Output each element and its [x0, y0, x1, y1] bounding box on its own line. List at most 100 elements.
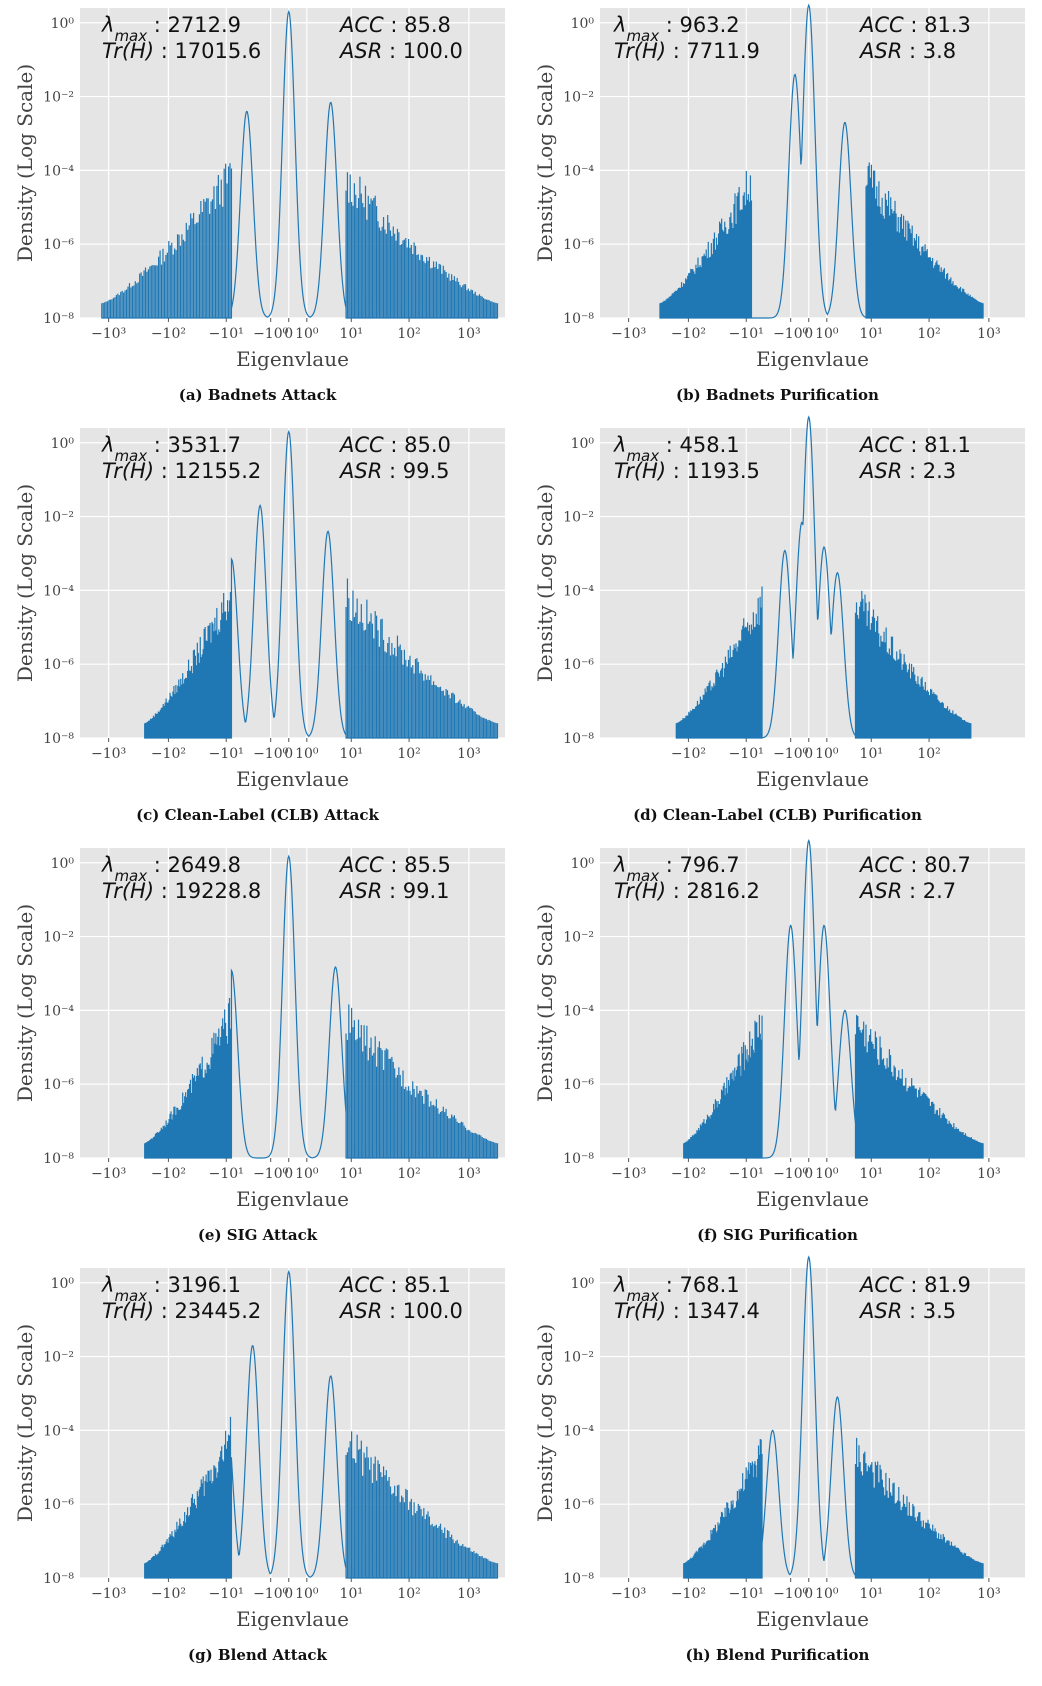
asr-annotation: ASR : 2.7 [858, 879, 956, 903]
lambda-max-annotation: λmax : 2649.8 [101, 853, 241, 885]
y-tick-label: 10⁻² [563, 510, 594, 526]
x-tick-label: 0 [804, 746, 813, 762]
x-tick-label: −10² [151, 746, 186, 762]
x-axis-label: Eigenvlaue [236, 1607, 349, 1631]
y-tick-label: 10⁻⁶ [563, 657, 594, 673]
y-tick-label: 10⁻⁶ [563, 1497, 594, 1513]
x-tick-label: −10³ [91, 326, 126, 342]
x-tick-label: −10⁰ [773, 746, 809, 762]
trace-annotation: Tr(H) : 23445.2 [102, 1299, 261, 1323]
y-tick-label: 10⁻⁸ [563, 311, 594, 327]
x-tick-label: −10³ [91, 1586, 126, 1602]
x-axis-label: Eigenvlaue [236, 1187, 349, 1211]
x-tick-label: 0 [284, 326, 293, 342]
x-axis-label: Eigenvlaue [236, 347, 349, 371]
density-line [659, 3, 984, 319]
x-tick-label: −10⁰ [773, 1586, 809, 1602]
lambda-max-annotation: λmax : 3196.1 [101, 1273, 241, 1305]
chart-panel-h: 10⁻⁸ 10⁻⁶ 10⁻⁴ 10⁻² 10⁰ −10³ −10² −10¹ −10⁰ 0 10⁰ 1… [520, 1255, 1035, 1680]
y-tick-label: 10⁻⁸ [43, 1151, 74, 1167]
panel-caption: (h) Blend Purification [685, 1646, 870, 1664]
x-tick-label: −10¹ [729, 326, 764, 342]
x-tick-label: 10² [917, 746, 940, 762]
acc-annotation: ACC : 80.7 [858, 853, 971, 877]
y-tick-label: 10⁻⁶ [563, 237, 594, 253]
x-tick-label: 10² [397, 326, 420, 342]
density-line [144, 429, 499, 739]
density-line [683, 838, 984, 1159]
x-tick-label: −10² [151, 1166, 186, 1182]
y-axis-label: Density (Log Scale) [533, 904, 557, 1102]
x-tick-label: 0 [284, 1166, 293, 1182]
x-tick-label: 10⁰ [295, 746, 319, 762]
x-tick-label: 10² [397, 746, 420, 762]
y-axis-label: Density (Log Scale) [533, 1324, 557, 1522]
x-axis-label: Eigenvlaue [756, 1607, 869, 1631]
y-tick-label: 10⁻⁸ [43, 731, 74, 747]
x-tick-label: −10¹ [209, 326, 244, 342]
y-tick-label: 10⁻⁴ [563, 163, 594, 179]
y-tick-label: 10⁻⁴ [563, 1423, 594, 1439]
chart-panel-c: 10⁻⁸ 10⁻⁶ 10⁻⁴ 10⁻² 10⁰ −10³ −10² −10¹ −10⁰ 0 10⁰ 1… [0, 420, 515, 840]
asr-annotation: ASR : 2.3 [858, 459, 956, 483]
asr-annotation: ASR : 3.5 [858, 1299, 956, 1323]
y-axis-label: Density (Log Scale) [533, 484, 557, 682]
x-tick-label: 10³ [457, 1166, 480, 1182]
x-tick-label: −10² [671, 326, 706, 342]
x-axis-label: Eigenvlaue [756, 767, 869, 791]
y-tick-label: 10⁻⁴ [43, 1423, 74, 1439]
y-tick-label: 10⁻⁶ [43, 657, 74, 673]
y-tick-label: 10⁻⁴ [563, 1003, 594, 1019]
x-tick-label: −10³ [91, 1166, 126, 1182]
x-tick-label: −10⁰ [773, 1166, 809, 1182]
x-tick-label: −10⁰ [253, 326, 289, 342]
y-tick-label: 10⁰ [571, 16, 595, 32]
x-tick-label: 0 [284, 1586, 293, 1602]
y-axis-label: Density (Log Scale) [13, 904, 37, 1102]
y-tick-label: 10⁻⁸ [43, 1571, 74, 1587]
trace-annotation: Tr(H) : 2816.2 [614, 879, 760, 903]
asr-annotation: ASR : 99.5 [338, 459, 449, 483]
x-tick-label: 10³ [457, 1586, 480, 1602]
x-tick-label: 0 [804, 1166, 813, 1182]
acc-annotation: ACC : 85.5 [338, 853, 451, 877]
acc-annotation: ACC : 85.1 [338, 1273, 451, 1297]
y-tick-label: 10⁻⁶ [43, 237, 74, 253]
acc-annotation: ACC : 81.9 [858, 1273, 971, 1297]
x-tick-label: −10³ [611, 326, 646, 342]
x-tick-label: 10¹ [860, 1586, 883, 1602]
x-tick-label: −10² [671, 1166, 706, 1182]
lambda-max-annotation: λmax : 963.2 [613, 13, 740, 45]
x-tick-label: 10¹ [340, 1586, 363, 1602]
x-tick-label: 10¹ [340, 1166, 363, 1182]
y-axis-label: Density (Log Scale) [13, 64, 37, 262]
x-tick-label: −10¹ [729, 1586, 764, 1602]
y-tick-label: 10⁰ [51, 1276, 75, 1292]
x-tick-label: −10² [151, 326, 186, 342]
asr-annotation: ASR : 100.0 [338, 1299, 463, 1323]
density-line [683, 1255, 984, 1579]
x-tick-label: 10¹ [340, 746, 363, 762]
panel-caption: (f) SIG Purification [697, 1226, 858, 1244]
x-tick-label: −10⁰ [253, 1166, 289, 1182]
x-tick-label: 10⁰ [295, 326, 319, 342]
y-tick-label: 10⁻⁶ [563, 1077, 594, 1093]
x-tick-label: 10² [917, 1586, 940, 1602]
x-tick-label: −10¹ [729, 1166, 764, 1182]
x-tick-label: 10² [397, 1166, 420, 1182]
chart-panel-b: 10⁻⁸ 10⁻⁶ 10⁻⁴ 10⁻² 10⁰ −10³ −10² −10¹ −10⁰ 0 10⁰ 1… [520, 0, 1035, 420]
y-tick-label: 10⁻² [43, 90, 74, 106]
panel-caption: (e) SIG Attack [197, 1226, 318, 1244]
x-tick-label: 10³ [457, 746, 480, 762]
y-tick-label: 10⁰ [571, 436, 595, 452]
x-tick-label: 10³ [977, 1166, 1000, 1182]
chart-panel-a: 10⁻⁸ 10⁻⁶ 10⁻⁴ 10⁻² 10⁰ −10³ −10² −10¹ −10⁰ 0 10⁰ 1… [0, 0, 515, 420]
asr-annotation: ASR : 100.0 [338, 39, 463, 63]
x-axis-label: Eigenvlaue [236, 767, 349, 791]
density-line [101, 9, 499, 319]
trace-annotation: Tr(H) : 19228.8 [102, 879, 261, 903]
